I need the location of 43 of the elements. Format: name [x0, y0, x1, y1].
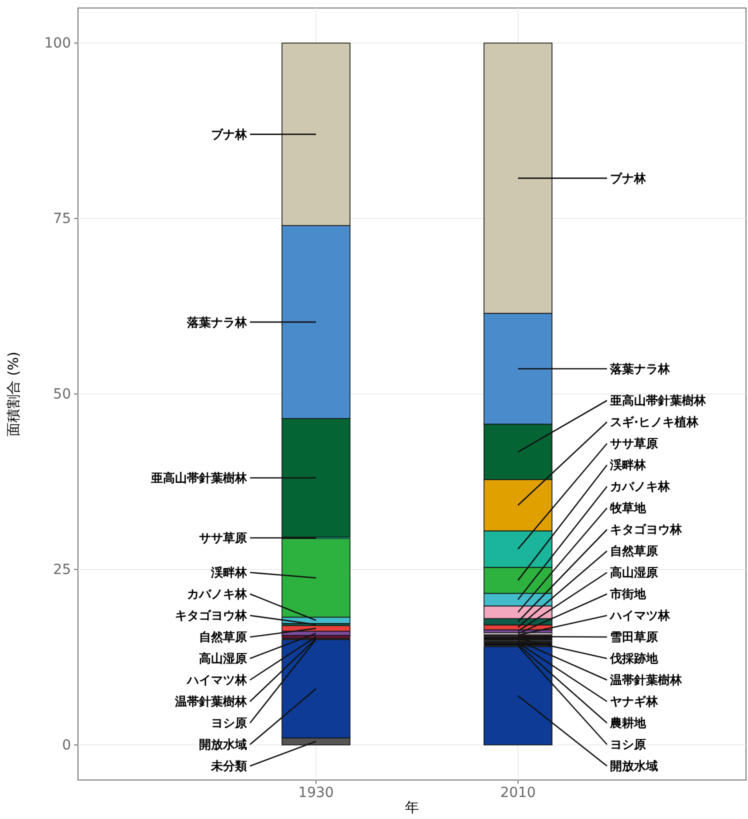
- text: キタゴヨウ林: [610, 522, 682, 537]
- text: ヤナギ林: [610, 694, 659, 709]
- text: カバノキ林: [610, 480, 670, 494]
- text: 自然草原: [610, 544, 658, 558]
- text: 温帯針葉樹林: [175, 694, 247, 709]
- text: 自然草原: [199, 630, 247, 644]
- text: カバノキ林: [187, 587, 248, 602]
- y-axis-title: 面積割合 (%): [6, 352, 22, 436]
- text: キタゴヨウ林: [175, 608, 248, 623]
- text: 市街地: [609, 587, 647, 602]
- text: 開放水域: [199, 738, 247, 752]
- text: 未分類: [210, 759, 247, 774]
- text: ササ草原: [199, 531, 247, 546]
- text: 亜高山帯針葉樹林: [150, 471, 248, 486]
- text: ハイマツ林: [610, 608, 670, 623]
- text: 渓畔林: [610, 458, 646, 472]
- text: 落葉ナラ林: [610, 362, 670, 376]
- y-tick-label: 25: [53, 562, 71, 578]
- text: 雪田草原: [610, 630, 658, 644]
- x-tick-label: 1930: [298, 784, 334, 801]
- text: ヨシ原: [610, 738, 646, 752]
- y-tick-label: 50: [53, 386, 71, 402]
- x-axis-title: 年: [405, 800, 419, 816]
- text: スギ·ヒノキ植林: [610, 415, 700, 430]
- y-tick-label: 100: [44, 36, 71, 52]
- text: 高山湿原: [199, 652, 247, 666]
- text: 渓畔林: [210, 566, 248, 580]
- text: 開放水域: [610, 759, 658, 774]
- text: 落葉ナラ林: [186, 315, 248, 330]
- text: ブナ林: [211, 128, 248, 142]
- x-tick-label: 2010: [500, 784, 536, 801]
- text: 伐採跡地: [609, 652, 659, 666]
- text: ヨシ原: [211, 716, 247, 730]
- text: ブナ林: [610, 171, 646, 186]
- text: 牧草地: [609, 501, 647, 516]
- y-tick-label: 75: [53, 211, 71, 228]
- y-tick-label: 0: [62, 737, 71, 754]
- text: 温帯針葉樹林: [609, 673, 683, 688]
- text: ササ草原: [610, 436, 658, 451]
- text: 農耕地: [609, 716, 647, 730]
- text: 高山湿原: [610, 566, 658, 580]
- text: ハイマツ林: [186, 673, 248, 688]
- text: 亜高山帯針葉樹林: [610, 394, 706, 408]
